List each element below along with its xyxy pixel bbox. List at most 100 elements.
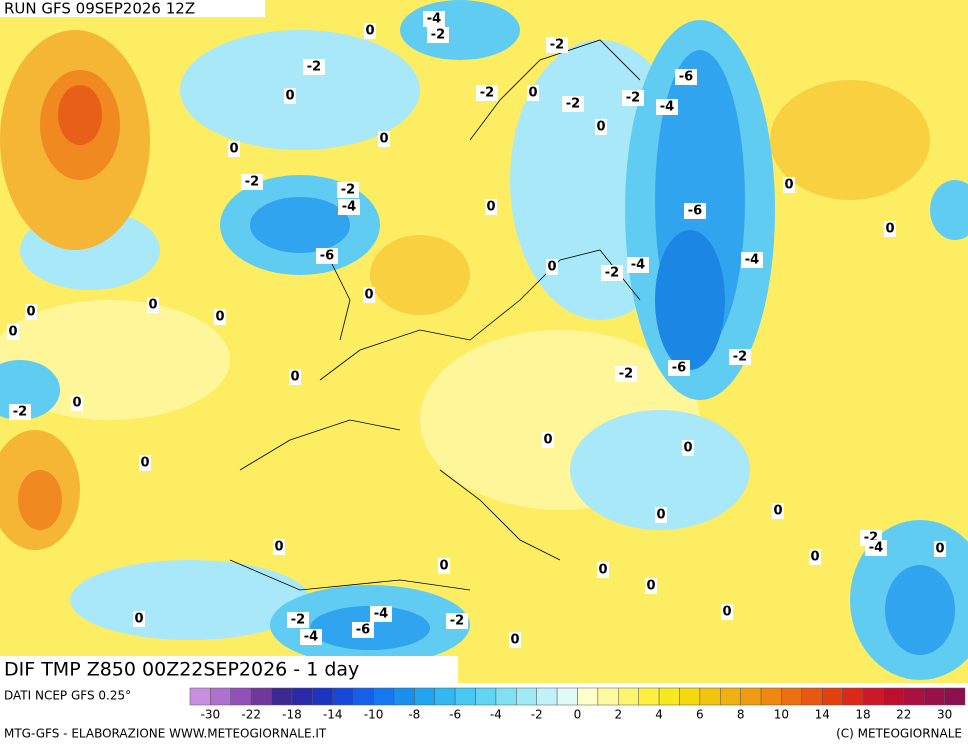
colorbar-swatch <box>393 687 415 706</box>
label-box <box>682 440 694 456</box>
colorbar-swatch <box>883 687 905 706</box>
colorbar-swatch <box>434 687 456 706</box>
colorbar-swatch <box>577 687 599 706</box>
label-box <box>338 199 360 215</box>
colorbar-tick-label: -30 <box>201 708 221 722</box>
colorbar-swatch <box>536 687 558 706</box>
label-box <box>273 539 285 555</box>
contour-label: -2 <box>605 266 619 281</box>
colorbar-swatch <box>556 687 578 706</box>
label-box <box>721 604 733 620</box>
source-label: DATI NCEP GFS 0.25° <box>4 689 131 703</box>
colorbar-tick-label: -8 <box>408 708 420 722</box>
contour-label: -2 <box>550 38 564 53</box>
label-box <box>9 404 31 420</box>
contour-label: -2 <box>13 405 27 420</box>
contour-label: 0 <box>379 132 388 147</box>
contour-label: -4 <box>631 258 645 273</box>
contour-label: -2 <box>733 350 747 365</box>
label-box <box>527 85 539 101</box>
contour-label: -2 <box>450 614 464 629</box>
contour-label: 0 <box>439 559 448 574</box>
label-box <box>423 11 445 27</box>
label-box <box>684 203 706 219</box>
label-box <box>241 174 263 190</box>
contour-label: 0 <box>547 260 556 275</box>
colorbar-swatch <box>801 687 823 706</box>
label-box <box>427 27 449 43</box>
contour-label: -2 <box>307 60 321 75</box>
contour-label: 0 <box>274 540 283 555</box>
contour-label: 0 <box>140 456 149 471</box>
colorbar-swatch <box>699 687 721 706</box>
contour-label: -6 <box>320 249 334 264</box>
label-box <box>289 369 301 385</box>
colorbar-swatch <box>189 687 211 706</box>
contour-label: -4 <box>342 200 356 215</box>
label-box <box>228 141 240 157</box>
label-box <box>363 287 375 303</box>
label-box <box>783 177 795 193</box>
colorbar-swatch <box>781 687 803 706</box>
colorbar-tick-label: -2 <box>531 708 543 722</box>
label-box <box>25 304 37 320</box>
colorbar-tick-label: 4 <box>655 708 663 722</box>
contour-label: 0 <box>8 325 17 340</box>
colorbar-swatch <box>271 687 293 706</box>
colorbar-tick-label: -18 <box>282 708 302 722</box>
label-box <box>675 69 697 85</box>
label-box <box>622 90 644 106</box>
colorbar-tick-label: 6 <box>696 708 704 722</box>
label-box <box>214 309 226 325</box>
contour-label: 0 <box>365 24 374 39</box>
contour-label: 0 <box>722 605 731 620</box>
label-box <box>316 248 338 264</box>
colorbar-tick-label: 2 <box>614 708 622 722</box>
label-box <box>133 611 145 627</box>
colorbar-swatch <box>903 687 925 706</box>
colorbar-swatch <box>373 687 395 706</box>
colorbar-tick-label: -10 <box>364 708 384 722</box>
label-box <box>656 99 678 115</box>
colorbar-tick-label: -6 <box>449 708 461 722</box>
colorbar-tick-label: 30 <box>937 708 952 722</box>
colorbar-swatch <box>760 687 782 706</box>
colorbar-swatch <box>454 687 476 706</box>
colorbar-tick-label: 8 <box>737 708 745 722</box>
colorbar-tick-label: -14 <box>323 708 343 722</box>
contour-label: -2 <box>619 367 633 382</box>
label-box <box>615 366 637 382</box>
contour-label: -4 <box>304 630 318 645</box>
contour-label: -2 <box>291 613 305 628</box>
label-box <box>595 119 607 135</box>
contour-label: 0 <box>510 633 519 648</box>
contour-label: 0 <box>72 396 81 411</box>
colorbar-swatch <box>638 687 660 706</box>
contour-label: 0 <box>543 433 552 448</box>
colorbar-swatch <box>352 687 374 706</box>
contour-label: -2 <box>431 28 445 43</box>
contour-label: -2 <box>626 91 640 106</box>
label-box <box>509 632 521 648</box>
colorbar-tick-label: -22 <box>241 708 261 722</box>
label-box <box>562 96 584 112</box>
colorbar-tick-label: 18 <box>855 708 870 722</box>
label-box <box>139 455 151 471</box>
label-box <box>884 221 896 237</box>
colorbar-tick-label: -4 <box>490 708 502 722</box>
contour-label: 0 <box>134 612 143 627</box>
contour-label: -6 <box>688 204 702 219</box>
contour-label: -2 <box>566 97 580 112</box>
label-box <box>284 88 296 104</box>
contour-label: -4 <box>660 100 674 115</box>
contour-label: 0 <box>598 563 607 578</box>
label-box <box>741 252 763 268</box>
colorbar-swatch <box>944 687 966 706</box>
contour-label: -4 <box>745 253 759 268</box>
copyright-label: (C) METEOGIORNALE <box>836 727 962 741</box>
contour-label: 0 <box>683 441 692 456</box>
contour-label: -6 <box>679 70 693 85</box>
colorbar-tick-label: 10 <box>774 708 789 722</box>
